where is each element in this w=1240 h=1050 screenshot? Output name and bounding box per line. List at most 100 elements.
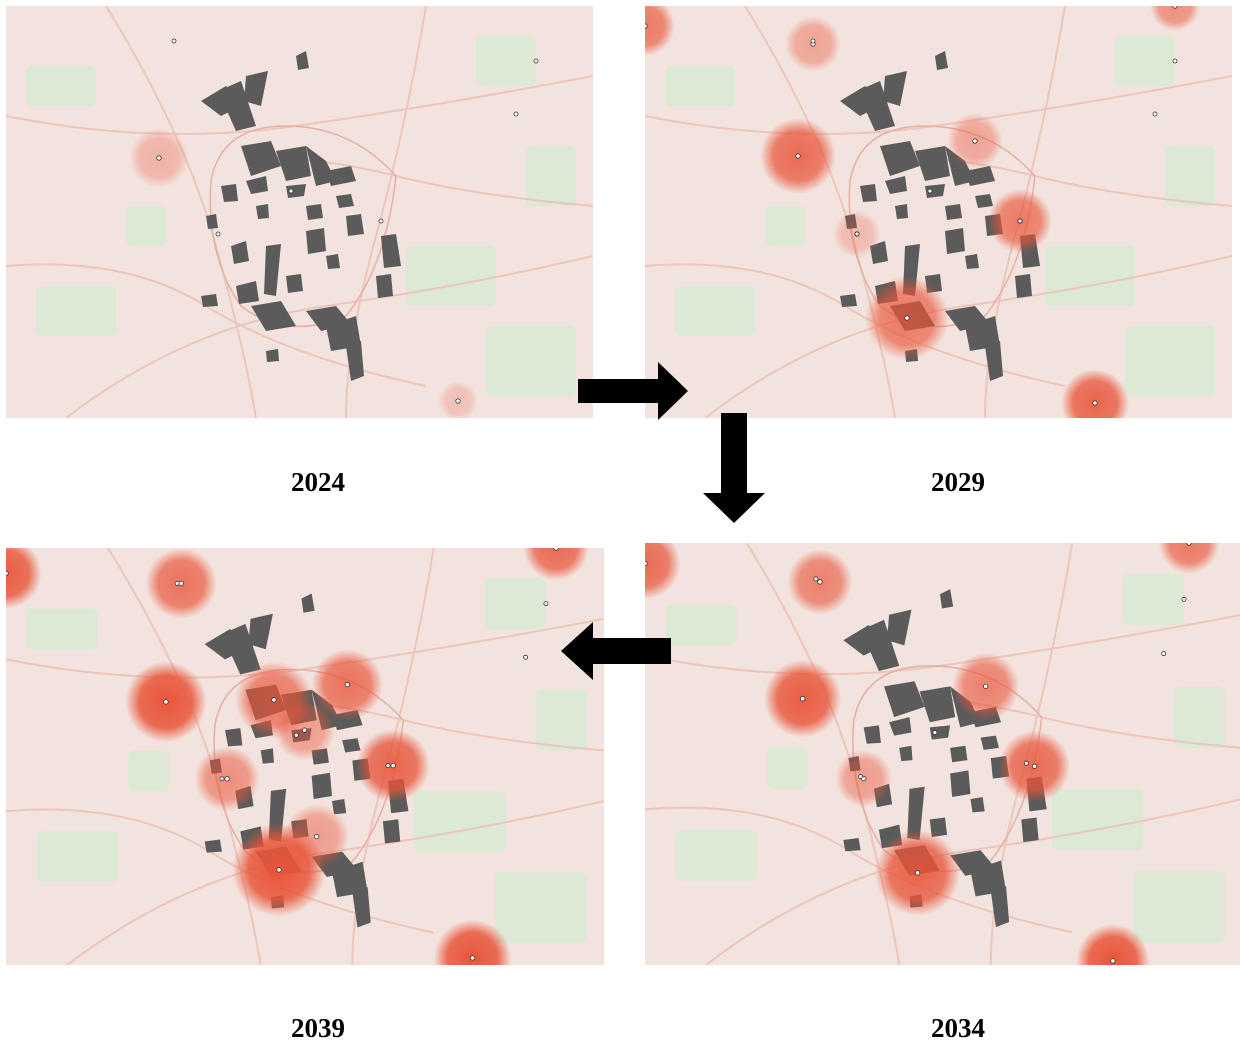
heat-hotspot — [1076, 924, 1150, 965]
urban-block — [296, 51, 309, 70]
green-area — [26, 608, 98, 650]
urban-block — [970, 860, 1007, 897]
green-area — [36, 286, 116, 336]
urban-block — [266, 349, 279, 362]
station-point — [1031, 763, 1038, 769]
urban-block — [221, 623, 261, 675]
station-point — [455, 398, 461, 404]
urban-block — [306, 204, 323, 220]
urban-block — [843, 837, 861, 852]
station-point — [553, 548, 559, 551]
green-area — [476, 36, 536, 86]
heat-hotspot — [6, 548, 42, 609]
urban-block — [899, 745, 913, 762]
urban-block — [929, 725, 951, 740]
green-area — [36, 831, 119, 883]
green-area — [486, 326, 576, 396]
urban-block — [925, 184, 945, 198]
heat-hotspot — [645, 6, 675, 56]
green-area — [128, 750, 169, 791]
station-point — [390, 762, 396, 769]
green-area — [413, 790, 506, 852]
station-point — [813, 576, 819, 582]
station-point — [543, 601, 549, 607]
urban-block — [381, 234, 401, 268]
urban-block — [860, 184, 877, 202]
urban-block — [965, 166, 995, 186]
green-area — [1045, 246, 1135, 306]
station-point — [645, 23, 648, 29]
green-area — [1173, 686, 1225, 748]
urban-block — [346, 341, 364, 381]
urban-block — [950, 770, 971, 798]
station-point — [178, 580, 184, 587]
station-point — [972, 138, 978, 144]
urban-block — [276, 146, 311, 181]
station-point — [271, 697, 277, 703]
station-point — [523, 654, 529, 660]
ring-road — [848, 125, 1036, 328]
green-area — [765, 206, 805, 246]
station-point — [288, 188, 294, 194]
station-point — [1017, 218, 1023, 224]
urban-block — [915, 146, 950, 181]
urban-block — [965, 316, 1000, 351]
urban-block — [206, 214, 218, 229]
urban-block — [863, 725, 881, 744]
station-point — [1181, 596, 1187, 602]
heat-hotspot — [523, 548, 589, 581]
urban-block — [231, 241, 249, 264]
road — [65, 255, 593, 418]
green-area — [675, 829, 757, 882]
green-area — [1123, 573, 1185, 625]
map-svg — [645, 543, 1240, 965]
urban-block — [990, 886, 1010, 928]
urban-block — [950, 745, 968, 763]
station-point — [6, 570, 9, 576]
heat-hotspot — [1150, 6, 1200, 31]
urban-block — [895, 204, 908, 219]
station-point — [314, 833, 320, 840]
map-svg — [645, 6, 1232, 418]
green-area — [665, 604, 737, 646]
heat-hotspot — [1158, 543, 1220, 574]
urban-block — [326, 166, 356, 186]
urban-block — [248, 613, 273, 650]
green-area — [126, 206, 166, 246]
urban-block — [883, 71, 907, 106]
station-point — [927, 188, 933, 194]
urban-block — [301, 593, 315, 613]
urban-block — [880, 141, 920, 176]
station-point — [1172, 58, 1178, 64]
urban-block — [342, 738, 361, 753]
map-svg — [6, 548, 604, 965]
station-point — [219, 776, 225, 782]
station-point — [1092, 400, 1098, 406]
urban-block — [241, 141, 281, 176]
green-area — [665, 66, 735, 106]
urban-block — [225, 728, 243, 747]
urban-block — [336, 194, 354, 208]
station-point — [858, 774, 864, 779]
station-point — [171, 38, 177, 44]
green-area — [526, 146, 576, 206]
station-point — [1186, 543, 1192, 546]
urban-block — [885, 176, 907, 194]
heat-hotspot — [645, 543, 681, 600]
station-point — [1161, 651, 1167, 657]
urban-block — [965, 254, 979, 269]
urban-block — [929, 817, 948, 837]
heat-hotspot — [1061, 369, 1129, 418]
station-point — [645, 560, 648, 567]
station-point — [799, 696, 806, 702]
urban-block — [346, 214, 364, 236]
green-area — [767, 747, 808, 789]
urban-block — [218, 81, 256, 131]
urban-block — [889, 717, 912, 736]
station-point — [378, 218, 384, 224]
green-area — [406, 246, 496, 306]
arrow-down-icon — [703, 413, 765, 523]
map-panel-2024 — [6, 6, 593, 418]
urban-block — [970, 797, 985, 813]
station-point — [513, 111, 519, 117]
